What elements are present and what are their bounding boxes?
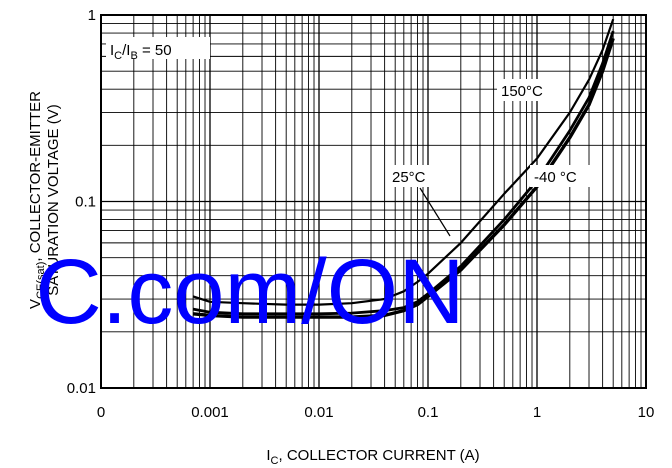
watermark-text: C.com/ON (35, 241, 464, 343)
label-m40c-bg (530, 165, 598, 187)
label-150c-bg (497, 79, 569, 101)
series-lines (192, 18, 615, 319)
x-tick-label: 0.001 (191, 404, 229, 421)
label-m40c: -40 °C (534, 169, 577, 186)
y-axis-title-line1: SATURATION VOLTAGE (V) (45, 104, 62, 295)
label-150c: 150°C (501, 83, 543, 100)
grid-lines (101, 15, 646, 388)
x-tick-label: 10 (638, 404, 655, 421)
label-25c: 25°C (392, 169, 426, 186)
x-tick-label: 0.1 (418, 404, 439, 421)
y-axis-title: VCE(sat), COLLECTOR-EMITTER SATURATION V… (27, 91, 62, 309)
x-tick-label: 0.01 (304, 404, 333, 421)
label-25c-leader (419, 187, 451, 237)
x-tick-labels: 0 0.001 0.01 0.1 1 10 (97, 404, 655, 421)
series-line (192, 37, 615, 319)
y-tick-label: 1 (88, 7, 96, 24)
series-line (192, 30, 615, 316)
plot-frame (100, 14, 647, 389)
x-tick-label: 0 (97, 404, 105, 421)
y-tick-label: 0.1 (75, 194, 96, 211)
x-tick-label: 1 (533, 404, 541, 421)
condition-label: IC/IB = 50 (110, 42, 172, 62)
label-25c-bg (389, 165, 445, 187)
series-line (192, 18, 615, 306)
x-axis-title: IC, COLLECTOR CURRENT (A) (266, 447, 479, 467)
y-axis-title-line2: VCE(sat), COLLECTOR-EMITTER (27, 91, 47, 309)
y-tick-labels: 0.01 0.1 1 (67, 7, 96, 397)
y-tick-label: 0.01 (67, 380, 96, 397)
condition-box (106, 37, 210, 59)
